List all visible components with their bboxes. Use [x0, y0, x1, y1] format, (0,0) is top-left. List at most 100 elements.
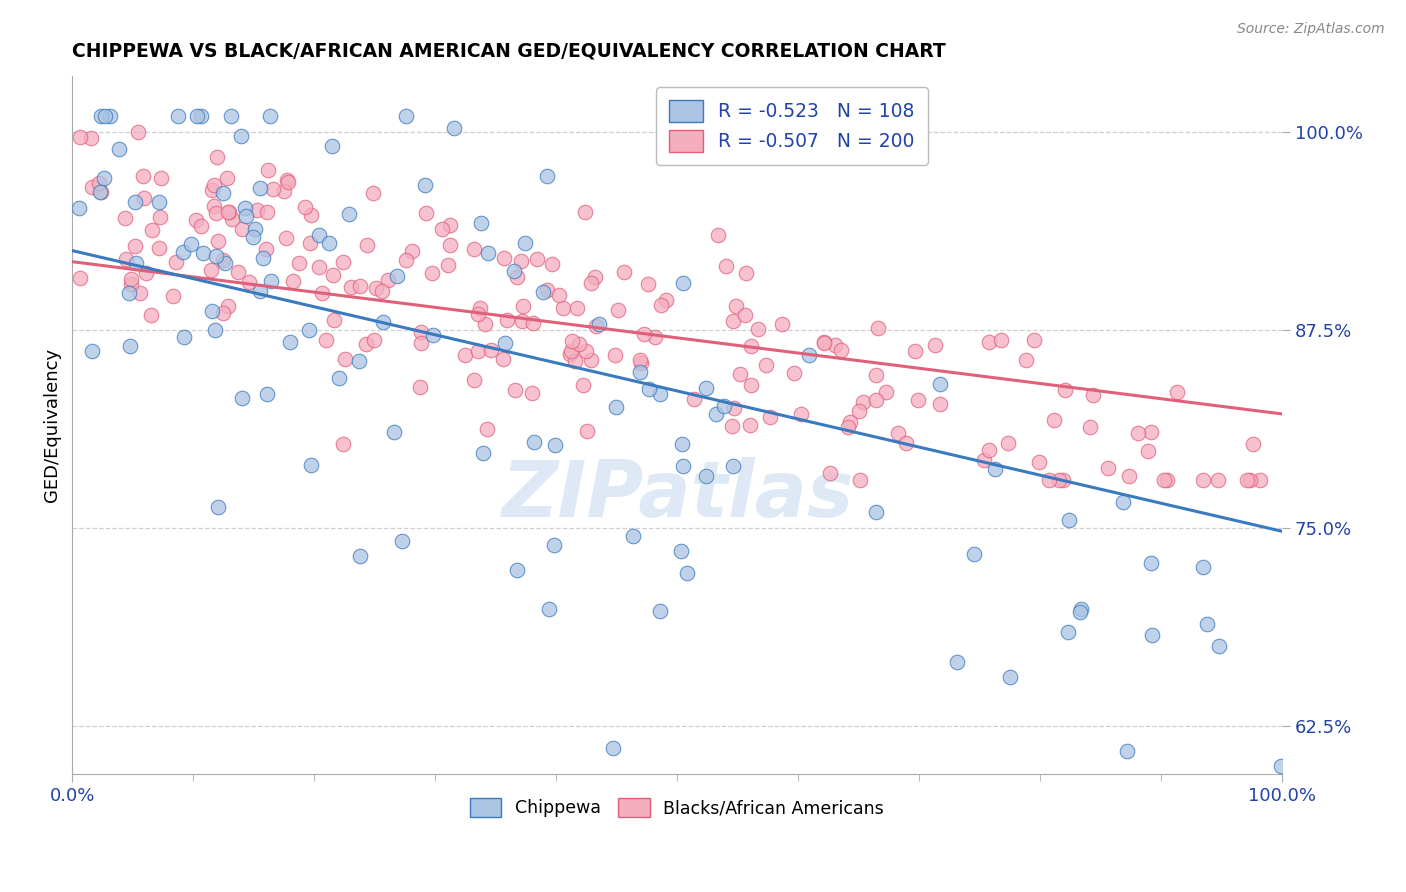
Point [865, 393, 887, 408]
Point [714, 259, 737, 273]
Point [536, 169, 558, 184]
Point [1081, 388, 1104, 402]
Point [704, 407, 727, 421]
Point [94, 109, 117, 123]
Point [132, 169, 155, 183]
Point [93, 170, 115, 185]
Point [979, 334, 1001, 349]
Point [235, 209, 257, 223]
Point [544, 437, 567, 451]
Point [299, 208, 322, 222]
Point [713, 400, 735, 414]
Point [574, 205, 596, 219]
Point [242, 229, 264, 244]
Point [328, 370, 350, 384]
Point [472, 446, 495, 460]
Point [409, 336, 432, 351]
Point [1047, 474, 1070, 488]
Point [495, 335, 517, 350]
Point [127, 125, 149, 139]
Point [510, 314, 533, 328]
Point [422, 327, 444, 342]
Point [740, 338, 762, 352]
Point [1140, 425, 1163, 439]
Point [82, 343, 104, 358]
Text: Source: ZipAtlas.com: Source: ZipAtlas.com [1237, 22, 1385, 37]
Point [553, 301, 575, 316]
Point [721, 314, 744, 328]
Point [560, 343, 582, 358]
Point [740, 378, 762, 392]
Point [69, 129, 91, 144]
Point [415, 206, 437, 220]
Point [201, 304, 224, 318]
Point [467, 343, 489, 358]
Point [361, 186, 384, 200]
Point [581, 353, 603, 368]
Point [602, 740, 624, 755]
Point [190, 109, 212, 123]
Point [371, 284, 394, 298]
Point [218, 205, 240, 219]
Point [260, 274, 283, 288]
Point [543, 538, 565, 552]
Point [311, 285, 333, 300]
Point [924, 338, 946, 352]
Point [190, 219, 212, 234]
Point [467, 307, 489, 321]
Point [894, 436, 917, 450]
Point [90, 185, 112, 199]
Point [212, 186, 235, 200]
Point [1156, 474, 1178, 488]
Point [256, 162, 278, 177]
Point [207, 500, 229, 515]
Point [637, 277, 659, 291]
Point [363, 334, 385, 348]
Point [204, 323, 226, 337]
Point [129, 285, 152, 300]
Point [522, 316, 544, 330]
Point [191, 246, 214, 260]
Point [179, 237, 201, 252]
Point [1136, 444, 1159, 458]
Point [167, 109, 190, 123]
Point [520, 386, 543, 401]
Point [308, 227, 330, 242]
Point [475, 422, 498, 436]
Point [401, 244, 423, 258]
Point [125, 256, 148, 270]
Point [278, 334, 301, 349]
Point [672, 276, 695, 290]
Point [1069, 605, 1091, 619]
Point [463, 242, 485, 256]
Point [1115, 744, 1137, 758]
Point [479, 343, 502, 358]
Point [273, 185, 295, 199]
Point [865, 505, 887, 519]
Point [536, 283, 558, 297]
Point [1239, 474, 1261, 488]
Point [723, 401, 745, 416]
Point [650, 298, 672, 312]
Point [173, 330, 195, 344]
Point [172, 245, 194, 260]
Point [1241, 437, 1264, 451]
Point [1166, 385, 1188, 400]
Point [318, 236, 340, 251]
Point [1195, 617, 1218, 632]
Point [603, 348, 626, 362]
Point [990, 333, 1012, 347]
Point [67, 201, 90, 215]
Point [734, 308, 756, 322]
Point [1078, 420, 1101, 434]
Point [621, 529, 644, 543]
Point [799, 348, 821, 362]
Point [283, 274, 305, 288]
Point [558, 347, 581, 361]
Point [443, 120, 465, 135]
Legend: Chippewa, Blacks/African Americans: Chippewa, Blacks/African Americans [463, 791, 891, 824]
Point [254, 242, 277, 256]
Point [217, 171, 239, 186]
Point [413, 178, 436, 193]
Point [340, 279, 363, 293]
